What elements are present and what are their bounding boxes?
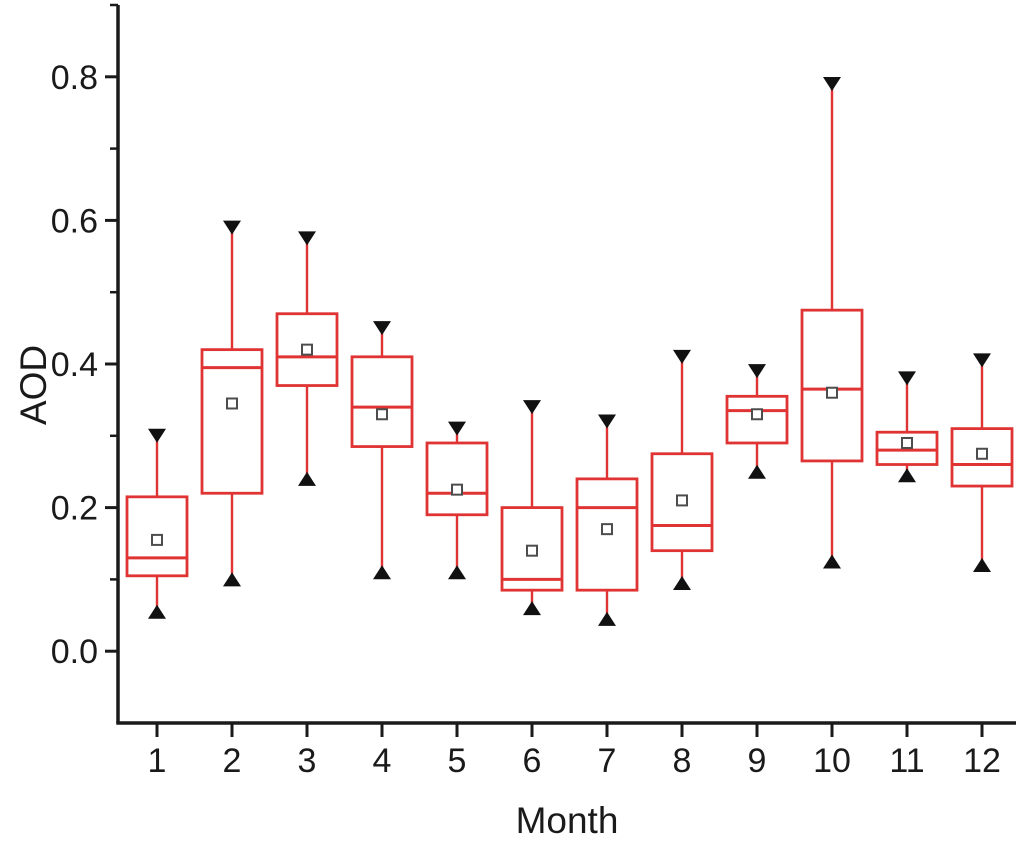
box-rect (650, 452, 714, 553)
mean-marker (301, 343, 313, 356)
y-tick-label: 0.0 (51, 633, 98, 671)
box-rect (200, 348, 264, 495)
box-rect (350, 355, 414, 448)
x-tick-label: 5 (448, 742, 467, 780)
lower-whisker-cap (673, 575, 691, 590)
lower-whisker-cap (748, 464, 766, 479)
lower-whisker-cap (898, 468, 916, 483)
y-tick-label: 0.4 (51, 346, 98, 384)
x-tick-label: 2 (223, 742, 242, 780)
upper-whisker-cap (298, 231, 316, 246)
upper-whisker-cap (223, 220, 241, 235)
x-tick-label: 11 (889, 742, 924, 780)
lower-whisker-cap (223, 572, 241, 587)
box-rect (800, 308, 864, 463)
mean-marker (601, 523, 613, 536)
upper-whisker-cap (373, 321, 391, 336)
upper-whisker-cap (673, 349, 691, 364)
x-tick-label: 10 (813, 742, 851, 780)
upper-whisker-cap (598, 414, 616, 429)
x-tick-label: 8 (673, 742, 692, 780)
mean-marker (976, 447, 988, 460)
upper-whisker-cap (748, 364, 766, 379)
x-tick-label: 9 (748, 742, 767, 780)
y-tick-label: 0.8 (51, 59, 98, 97)
mean-marker (376, 408, 388, 421)
lower-whisker-cap (148, 604, 166, 619)
upper-whisker-cap (973, 353, 991, 368)
upper-whisker-cap (523, 400, 541, 415)
lower-whisker-cap (448, 565, 466, 580)
x-tick-label: 6 (523, 742, 542, 780)
mean-marker (451, 483, 463, 496)
lower-whisker-cap (373, 565, 391, 580)
upper-whisker-cap (448, 421, 466, 436)
upper-whisker-cap (148, 428, 166, 443)
box-rect (425, 441, 489, 517)
mean-marker (751, 408, 763, 421)
mean-marker (526, 544, 538, 557)
y-axis-title: AOD (13, 344, 54, 426)
upper-whisker-cap (823, 76, 841, 91)
x-tick-label: 3 (298, 742, 317, 780)
lower-whisker-cap (973, 558, 991, 573)
lower-whisker-cap (823, 554, 841, 569)
mean-marker (901, 436, 913, 449)
x-tick-label: 4 (373, 742, 392, 780)
x-tick-label: 7 (598, 742, 617, 780)
y-tick-label: 0.2 (51, 490, 98, 528)
lower-whisker-cap (523, 601, 541, 616)
upper-whisker-cap (898, 371, 916, 386)
mean-marker (676, 494, 688, 507)
x-axis-title: Month (515, 800, 619, 841)
mean-marker (151, 533, 163, 546)
x-tick-label: 1 (148, 742, 167, 780)
y-tick-label: 0.6 (51, 202, 98, 240)
lower-whisker-cap (298, 471, 316, 486)
mean-marker (826, 386, 838, 399)
mean-marker (226, 397, 238, 410)
lower-whisker-cap (598, 611, 616, 626)
x-tick-label: 12 (963, 742, 1001, 780)
